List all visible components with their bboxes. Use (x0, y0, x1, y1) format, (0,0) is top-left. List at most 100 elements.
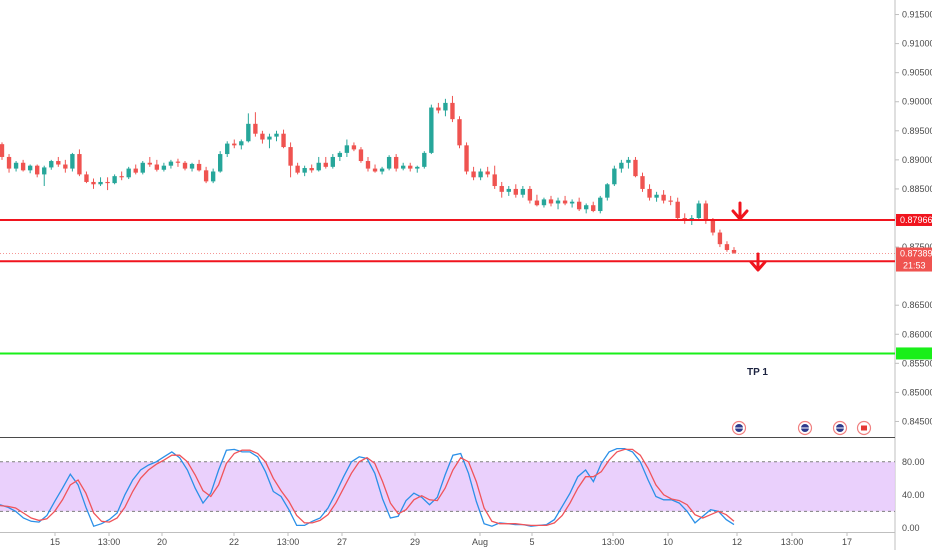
candle (27, 165, 33, 171)
candle (415, 166, 420, 169)
candle (661, 194, 666, 201)
candle (478, 171, 483, 178)
last-price-tag (896, 247, 932, 272)
candle (408, 165, 413, 169)
candle (429, 107, 434, 153)
candle (105, 181, 110, 184)
candle (203, 170, 209, 182)
candle (0, 144, 5, 157)
candle (20, 162, 26, 171)
price-tick-label: 0.90000 (902, 97, 932, 107)
candle (182, 162, 188, 169)
candle (548, 199, 554, 204)
candle (218, 154, 223, 172)
candle (555, 200, 561, 204)
stoch-tick-label: 80.00 (902, 457, 925, 467)
candle (513, 188, 518, 195)
candle (562, 200, 568, 204)
price-tick-label: 0.89000 (902, 155, 932, 165)
candle (633, 159, 638, 177)
time-tick-label: 22 (229, 537, 239, 547)
candle (485, 171, 490, 175)
candle (605, 184, 610, 198)
candle (506, 188, 511, 192)
candle (598, 197, 603, 212)
price-tag-label: 0.87966 (900, 215, 932, 225)
candle (35, 165, 40, 175)
candle (591, 205, 596, 212)
time-tick-label: 27 (337, 537, 347, 547)
candle (168, 161, 174, 166)
candle (422, 152, 427, 167)
price-tag (896, 213, 932, 226)
time-tick-label: 5 (529, 537, 534, 547)
candle (569, 201, 575, 204)
candle (640, 176, 645, 189)
tp-label: TP 1 (747, 367, 768, 378)
candle (365, 161, 371, 169)
candle (703, 203, 709, 221)
candle (386, 156, 392, 169)
countdown-label: 21:53 (903, 261, 926, 271)
candle (288, 147, 293, 166)
candle (323, 162, 328, 167)
candle (49, 161, 54, 168)
candle (330, 156, 335, 167)
candle (91, 181, 96, 185)
candle (668, 200, 673, 202)
price-tag (896, 347, 932, 360)
candle (619, 162, 624, 169)
price-tick-label: 0.88500 (902, 184, 932, 194)
candle (161, 165, 167, 170)
candle (372, 168, 378, 172)
candle (225, 143, 230, 155)
candle (196, 163, 202, 171)
candle (154, 164, 160, 170)
stoch-tick-label: 40.00 (902, 490, 925, 500)
candle (443, 102, 448, 111)
candle (358, 149, 364, 162)
candle (260, 133, 265, 140)
candle (457, 119, 462, 146)
candle (6, 156, 12, 169)
candle (541, 199, 547, 206)
candle (119, 176, 124, 178)
last-price-label: 0.87389 (900, 249, 932, 259)
price-tick-label: 0.85500 (902, 358, 932, 368)
time-tick-label: 15 (50, 537, 60, 547)
candle (13, 162, 19, 169)
candle (239, 141, 244, 146)
candle (56, 161, 61, 165)
price-tick-label: 0.91000 (902, 39, 932, 49)
candle (274, 133, 279, 137)
candle (175, 161, 181, 163)
price-tick-label: 0.87500 (902, 242, 932, 252)
candle (316, 162, 321, 171)
candle (337, 152, 343, 157)
price-tick-label: 0.86000 (902, 329, 932, 339)
price-tick-label: 0.86500 (902, 300, 932, 310)
time-tick-label: 20 (157, 537, 167, 547)
time-tick-label: 13:00 (781, 537, 804, 547)
candle (696, 203, 701, 218)
candle (534, 200, 540, 206)
time-tick-label: 13:00 (602, 537, 625, 547)
candle (344, 145, 350, 153)
candle (710, 220, 716, 233)
candle (295, 165, 300, 173)
candle (654, 194, 659, 198)
candle (675, 201, 680, 218)
time-tick-label: 10 (663, 537, 673, 547)
stoch-tick-label: 0.00 (902, 523, 920, 533)
candle (112, 176, 117, 184)
candle (436, 107, 441, 111)
candle (647, 188, 652, 198)
time-tick-label: Aug (472, 537, 488, 547)
candle (42, 167, 47, 175)
price-tick-label: 0.85000 (902, 387, 932, 397)
time-tick-label: 12 (732, 537, 742, 547)
candle (393, 156, 399, 169)
candle (63, 164, 68, 169)
